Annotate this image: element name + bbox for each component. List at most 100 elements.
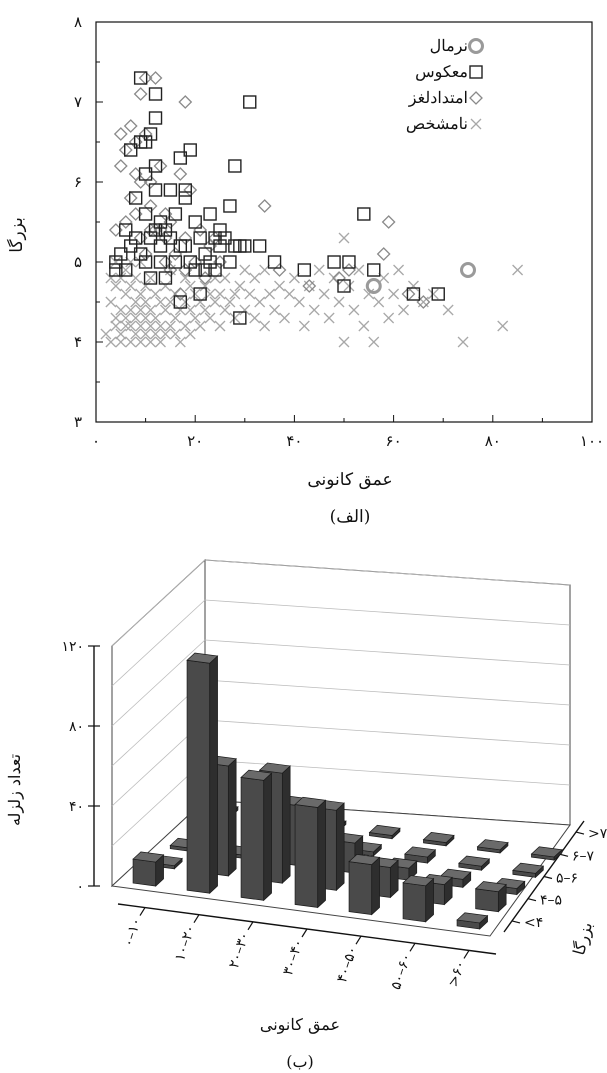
data-point-square xyxy=(145,272,157,284)
data-point-diamond xyxy=(135,88,147,100)
y-tick-label: ۴ xyxy=(74,333,82,351)
x-tick-label: ۱۰۰ xyxy=(580,432,604,450)
data-point-square xyxy=(179,192,191,204)
legend-a: نرمال معکوس امتدادلغز نامشخص xyxy=(406,36,483,133)
data-point-x xyxy=(498,321,508,331)
z-tick-mark xyxy=(512,921,520,923)
data-point-x xyxy=(215,321,225,331)
data-point-x xyxy=(106,297,116,307)
bar xyxy=(349,854,379,914)
data-point-diamond xyxy=(125,120,137,132)
data-point-x xyxy=(324,313,334,323)
y-tick-label: ۱۲۰ xyxy=(61,639,84,655)
data-point-square xyxy=(174,296,186,308)
x-tick-label: >۶۰ xyxy=(445,959,468,989)
data-point-x xyxy=(250,313,260,323)
z-tick-mark xyxy=(560,854,568,856)
data-point-x xyxy=(458,337,468,347)
data-point-x xyxy=(359,321,369,331)
data-point-square xyxy=(154,256,166,268)
data-point-x xyxy=(284,289,294,299)
legend-marker-circle xyxy=(470,40,483,53)
data-point-diamond xyxy=(179,96,191,108)
plot-frame-a xyxy=(96,22,592,422)
data-point-square xyxy=(179,240,191,252)
data-point-square xyxy=(164,184,176,196)
x-tick-label: ۶۰ xyxy=(386,432,402,450)
data-point-x xyxy=(349,305,359,315)
x-tick-label: ۸۰ xyxy=(485,432,501,450)
data-point-x xyxy=(299,321,309,331)
legend-marker-diamond xyxy=(470,92,482,104)
legend-label: امتدادلغز xyxy=(408,88,468,107)
y-tick-label: ۰ xyxy=(76,879,84,895)
data-point-x xyxy=(304,281,314,291)
data-point-square xyxy=(150,160,162,172)
data-point-square xyxy=(407,288,419,300)
legend-marker-square xyxy=(470,66,482,78)
x-axis-label-b: عمق کانونی xyxy=(260,1015,340,1034)
x-tick-mark xyxy=(194,915,199,923)
data-point-square xyxy=(140,256,152,268)
y-tick-label: ۸۰ xyxy=(69,719,84,735)
z-tick-label: <۴ xyxy=(524,915,543,931)
data-point-x xyxy=(240,265,250,275)
data-point-x xyxy=(394,265,404,275)
z-tick-label: ۴–۵ xyxy=(540,893,562,909)
x-axis-label-a: عمق کانونی xyxy=(307,470,392,490)
legend-label: نامشخص xyxy=(406,114,468,133)
z-tick-label: >۷ xyxy=(588,826,607,842)
data-point-x xyxy=(334,297,344,307)
data-point-square xyxy=(159,272,171,284)
bar-chart-3d-b: ۰ ۴۰ ۸۰ ۱۲۰ ۰–۱۰ ۱۰–۲۰ ۲۰–۳۰ ۳۰–۴۰ ۴۰–۵۰ ۵۰–۶۰ >۶۰… xyxy=(0,540,607,1073)
data-point-square xyxy=(244,96,256,108)
bar xyxy=(187,653,217,893)
data-point-square xyxy=(224,256,236,268)
legend-label: نرمال xyxy=(430,36,468,55)
data-point-square xyxy=(204,208,216,220)
data-point-square xyxy=(239,240,251,252)
data-point-x xyxy=(245,289,255,299)
data-point-x xyxy=(294,297,304,307)
data-point-square xyxy=(150,112,162,124)
data-point-square xyxy=(254,240,266,252)
data-point-x xyxy=(384,313,394,323)
y-tick-label: ۷ xyxy=(74,93,82,111)
legend-label: معکوس xyxy=(415,62,468,81)
data-point-x xyxy=(369,337,379,347)
data-point-square xyxy=(328,256,340,268)
data-point-x xyxy=(319,289,329,299)
data-point-x xyxy=(339,337,349,347)
data-point-square xyxy=(130,192,142,204)
data-point-diamond xyxy=(174,168,186,180)
bar xyxy=(133,852,163,886)
x-tick-mark xyxy=(464,950,469,958)
data-point-square xyxy=(135,72,147,84)
x-tick-label: ۴۰–۵۰ xyxy=(334,944,361,984)
data-point-square xyxy=(130,232,142,244)
data-point-x xyxy=(314,265,324,275)
data-point-square xyxy=(150,88,162,100)
data-point-square xyxy=(358,208,370,220)
z-tick-label: ۶–۷ xyxy=(572,848,595,864)
x-tick-label: ۵۰–۶۰ xyxy=(388,952,415,992)
data-point-square xyxy=(209,264,221,276)
x-tick-mark xyxy=(410,943,415,951)
data-point-circle xyxy=(462,264,475,277)
data-point-square xyxy=(184,144,196,156)
data-point-x xyxy=(309,305,319,315)
data-point-square xyxy=(234,312,246,324)
data-point-square xyxy=(432,288,444,300)
data-point-x xyxy=(279,313,289,323)
data-point-square xyxy=(194,232,206,244)
x-tick-mark xyxy=(140,908,145,916)
z-tick-mark xyxy=(528,899,536,901)
data-point-diamond xyxy=(383,216,395,228)
data-point-square xyxy=(229,160,241,172)
x-tick-mark xyxy=(356,936,361,944)
data-point-square xyxy=(120,264,132,276)
data-point-x xyxy=(513,265,523,275)
bar xyxy=(241,770,271,900)
data-point-square xyxy=(343,256,355,268)
